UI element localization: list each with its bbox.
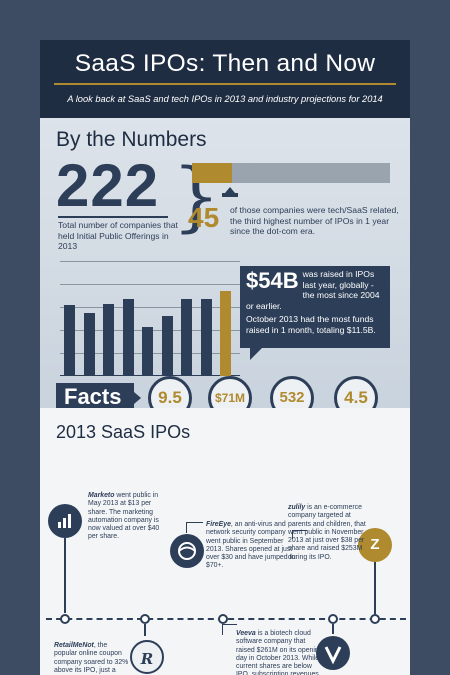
zulily-logo-icon: Z (358, 528, 392, 562)
numbers-title: By the Numbers (56, 128, 207, 151)
retailmenot-logo-icon: R (130, 640, 164, 674)
callout-connector (186, 522, 203, 533)
retailmenot-logo-letter: R (140, 650, 154, 668)
tech-count: 45 (188, 202, 220, 233)
callout-connector (292, 530, 307, 539)
fireeye-logo-icon (170, 534, 204, 568)
ipo-veeva: Veeva is a biotech cloud software compan… (236, 630, 324, 675)
ipo-description: , the popular online coupon company soar… (54, 642, 129, 674)
total-description: Total number of companies that held Init… (58, 220, 178, 251)
facts-label: Facts (64, 384, 122, 409)
raised-amount: $54B (246, 268, 299, 293)
numbers-section: By the Numbers 222 Total number of compa… (40, 118, 410, 443)
chart-bar (181, 298, 192, 376)
raised-description: was raised in IPOs last year, globally -… (246, 269, 380, 311)
october-description: October 2013 had the most funds raised i… (246, 314, 376, 335)
ipo-description: is an e-commerce company targeted at par… (288, 504, 366, 561)
title-divider (54, 83, 396, 85)
ipo-bar-chart (60, 261, 240, 376)
ipo-company-name: Marketo (88, 492, 115, 499)
ipo-company-name: zulily (288, 504, 306, 511)
chart-bar (64, 304, 75, 376)
chart-bar (220, 290, 231, 376)
page-title: SaaS IPOs: Then and Now (74, 50, 376, 77)
timeline-stem (374, 562, 376, 614)
facts-arrow (134, 392, 141, 404)
chart-bar (142, 326, 153, 376)
caret-up-icon (225, 187, 235, 193)
ipo-description: , an anti-virus and network security com… (206, 521, 296, 570)
timeline-node (218, 614, 228, 624)
ipo-description: went public in May 2013 at $13 per share… (88, 492, 160, 541)
timeline-node (60, 614, 70, 624)
ipo-company-name: RetailMeNot (54, 642, 94, 649)
total-underline (58, 216, 168, 218)
timeline-node (370, 614, 380, 624)
zulily-logo-letter: Z (370, 536, 380, 553)
total-count: 222 (56, 152, 160, 219)
callout-tail (250, 348, 262, 360)
callout-connector (222, 624, 237, 635)
share-bar-track (192, 163, 390, 183)
timeline-stem (332, 624, 334, 634)
tech-description: of those companies were tech/SaaS relate… (230, 205, 399, 236)
header: SaaS IPOs: Then and Now A look back at S… (40, 40, 410, 118)
ipo-marketo: Marketo went public in May 2013 at $13 p… (88, 492, 170, 542)
caret-base (222, 193, 238, 197)
grid-line (60, 284, 240, 285)
ipo-zulily: zulily is an e-commerce company targeted… (288, 504, 368, 562)
ipo-retailmenot: RetailMeNot, the popular online coupon c… (54, 642, 132, 675)
raised-callout: $54B was raised in IPOs last year, global… (240, 266, 390, 348)
ipo-description: is a biotech cloud software company that… (236, 630, 323, 675)
ipos-section: 2013 SaaS IPOs Marketo went public in Ma… (40, 408, 410, 675)
marketo-logo-icon (48, 504, 82, 538)
timeline-node (140, 614, 150, 624)
chart-bar (103, 303, 114, 376)
share-bar-fill (192, 163, 232, 183)
timeline-stem (144, 624, 146, 636)
timeline-node (328, 614, 338, 624)
raised-text: $54B was raised in IPOs last year, global… (246, 269, 384, 311)
chart-bar (122, 298, 134, 376)
ipo-company-name: FireEye (206, 521, 231, 528)
chart-bar (200, 298, 212, 376)
chart-bar (161, 316, 173, 376)
infographic-page: SaaS IPOs: Then and Now A look back at S… (40, 40, 410, 675)
veeva-logo-icon (316, 636, 350, 670)
ipo-fireeye: FireEye, an anti-virus and network secur… (206, 521, 296, 571)
page-subtitle: A look back at SaaS and tech IPOs in 201… (67, 94, 383, 104)
timeline-stem (64, 538, 66, 613)
ipo-company-name: Veeva (236, 630, 256, 637)
grid-line (60, 261, 240, 262)
grid-line (60, 307, 240, 308)
chart-bar (83, 312, 95, 376)
ipos-title: 2013 SaaS IPOs (56, 422, 191, 442)
